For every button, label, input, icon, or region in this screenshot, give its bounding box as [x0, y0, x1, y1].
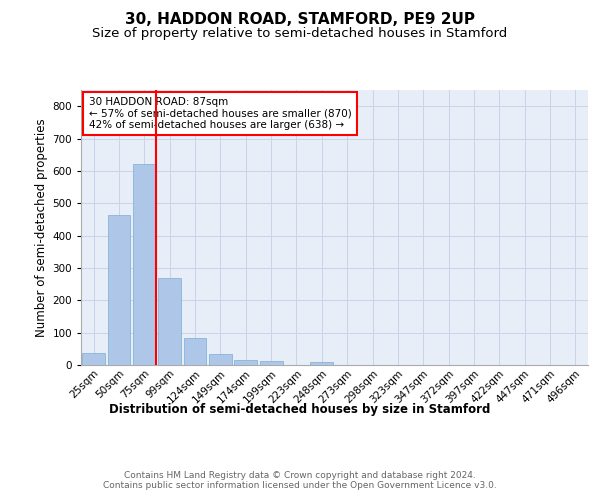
Y-axis label: Number of semi-detached properties: Number of semi-detached properties	[35, 118, 48, 337]
Bar	[260, 361, 283, 365]
Text: 30, HADDON ROAD, STAMFORD, PE9 2UP: 30, HADDON ROAD, STAMFORD, PE9 2UP	[125, 12, 475, 28]
Bar	[184, 338, 206, 365]
Bar	[133, 164, 156, 365]
Text: Contains HM Land Registry data © Crown copyright and database right 2024.
Contai: Contains HM Land Registry data © Crown c…	[103, 470, 497, 490]
Bar	[158, 278, 181, 365]
Bar	[107, 215, 130, 365]
Text: Distribution of semi-detached houses by size in Stamford: Distribution of semi-detached houses by …	[109, 402, 491, 415]
Text: 30 HADDON ROAD: 87sqm
← 57% of semi-detached houses are smaller (870)
42% of sem: 30 HADDON ROAD: 87sqm ← 57% of semi-deta…	[89, 97, 352, 130]
Bar	[235, 360, 257, 365]
Bar	[209, 354, 232, 365]
Bar	[82, 353, 105, 365]
Bar	[310, 362, 333, 365]
Text: Size of property relative to semi-detached houses in Stamford: Size of property relative to semi-detach…	[92, 28, 508, 40]
